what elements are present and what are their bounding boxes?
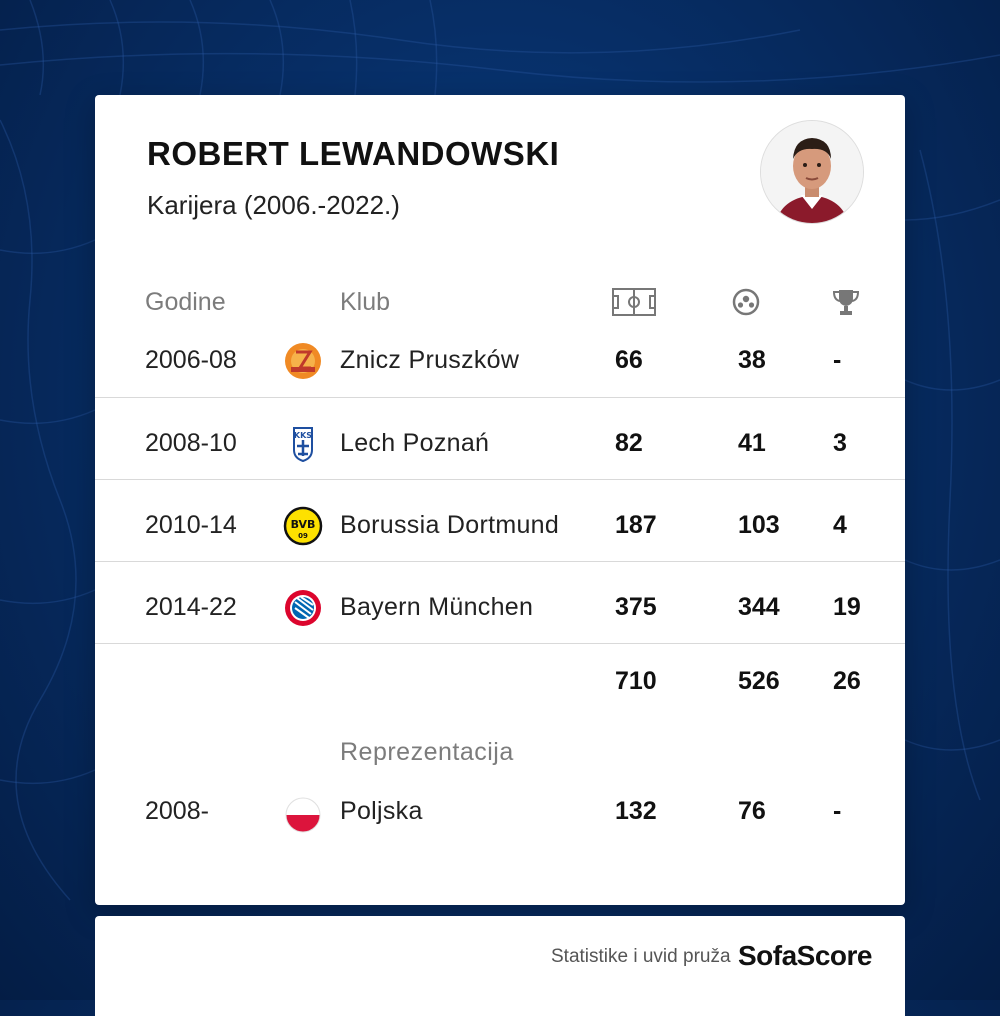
row-years: 2008-10 <box>145 429 237 457</box>
poland-flag-icon <box>283 795 323 835</box>
totals-row: 710 526 26 <box>95 651 905 733</box>
total-trophies: 26 <box>833 667 861 695</box>
career-card: ROBERT LEWANDOWSKI Karijera (2006.-2022.… <box>95 95 905 905</box>
row-goals: 41 <box>738 429 766 457</box>
row-divider <box>95 643 905 644</box>
row-divider <box>95 561 905 562</box>
row-goals: 344 <box>738 593 780 621</box>
player-name: ROBERT LEWANDOWSKI <box>147 135 560 172</box>
career-subtitle: Karijera (2006.-2022.) <box>147 190 400 220</box>
national-apps: 132 <box>615 797 657 825</box>
bvb-logo: BVB 09 <box>283 506 323 546</box>
table-row: 2010-14 BVB 09 Borussia Dortmund 187 103… <box>95 487 905 569</box>
row-apps: 375 <box>615 593 657 621</box>
row-years: 2008- <box>145 797 209 825</box>
row-club: Borussia Dortmund <box>340 511 560 539</box>
table-row: 2008-10 KKS Lech Poznań 82 41 3 <box>95 405 905 487</box>
row-goals: 38 <box>738 346 766 374</box>
national-team-label: Reprezentacija <box>340 738 514 766</box>
sofascore-logo: SofaScore <box>738 940 873 971</box>
row-club: Bayern München <box>340 593 534 621</box>
row-trophies: 4 <box>833 511 847 539</box>
footer-bar: Statistike i uvid pruža SofaScore <box>95 916 905 1016</box>
header-club: Klub <box>340 288 391 316</box>
row-apps: 187 <box>615 511 657 539</box>
header-years: Godine <box>145 288 226 316</box>
znicz-logo <box>283 341 323 381</box>
national-row: 2008- Poljska 132 76 - <box>95 785 905 867</box>
row-trophies: 3 <box>833 429 847 457</box>
row-club: Znicz Pruszków <box>340 346 520 374</box>
row-trophies: - <box>833 346 842 374</box>
row-apps: 82 <box>615 429 643 457</box>
bayern-logo <box>283 588 323 628</box>
ball-icon <box>732 288 760 321</box>
footer-credit: Statistike i uvid pruža <box>551 946 731 967</box>
row-club: Lech Poznań <box>340 429 490 457</box>
table-row: 2006-08 Znicz Pruszków 66 38 - <box>95 338 905 420</box>
national-team: Poljska <box>340 797 423 825</box>
player-avatar <box>760 120 864 224</box>
row-apps: 66 <box>615 346 643 374</box>
lech-logo: KKS <box>283 424 323 464</box>
total-apps: 710 <box>615 667 657 695</box>
row-divider <box>95 397 905 398</box>
table-row: 2014-22 Bayern München 375 344 19 <box>95 569 905 651</box>
svg-text:KKS: KKS <box>294 431 312 440</box>
svg-text:09: 09 <box>298 532 308 540</box>
row-years: 2006-08 <box>145 346 237 374</box>
row-divider <box>95 479 905 480</box>
svg-text:BVB: BVB <box>291 518 316 531</box>
row-years: 2010-14 <box>145 511 237 539</box>
row-years: 2014-22 <box>145 593 237 621</box>
total-goals: 526 <box>738 667 780 695</box>
row-goals: 103 <box>738 511 780 539</box>
trophy-icon <box>831 288 861 321</box>
national-goals: 76 <box>738 797 766 825</box>
row-trophies: 19 <box>833 593 861 621</box>
pitch-icon <box>612 288 656 321</box>
national-trophies: - <box>833 797 842 825</box>
